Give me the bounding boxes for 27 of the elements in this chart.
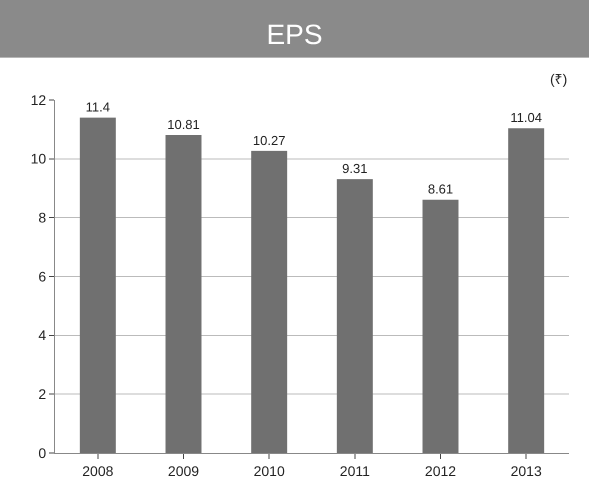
bar bbox=[508, 128, 544, 453]
bar bbox=[336, 179, 373, 453]
y-tick-label: 4 bbox=[38, 327, 46, 344]
x-tick-label: 2011 bbox=[340, 462, 370, 479]
bar bbox=[80, 118, 116, 453]
y-tick-label: 12 bbox=[30, 92, 46, 108]
y-tick-label: 8 bbox=[38, 210, 46, 226]
chart-title: EPS bbox=[266, 19, 323, 50]
bar bbox=[422, 200, 458, 453]
y-axis-title: (₹) bbox=[550, 71, 568, 87]
y-tick-label: 2 bbox=[38, 386, 46, 402]
x-tick-label: 2010 bbox=[254, 462, 285, 479]
x-tick-label: 2008 bbox=[82, 462, 114, 479]
data-label: 11.04 bbox=[510, 110, 542, 126]
y-tick-label: 10 bbox=[30, 150, 46, 167]
data-label: 10.27 bbox=[252, 132, 286, 148]
data-label: 9.31 bbox=[342, 161, 368, 176]
y-tick-label: 0 bbox=[38, 444, 46, 461]
data-label: 10.81 bbox=[167, 117, 200, 132]
y-tick-label: 6 bbox=[38, 268, 46, 284]
data-label: 11.4 bbox=[86, 100, 110, 115]
bar bbox=[251, 150, 288, 453]
x-tick-label: 2013 bbox=[510, 462, 542, 479]
data-label: 8.61 bbox=[428, 182, 454, 197]
bar bbox=[166, 135, 202, 453]
x-tick-label: 2009 bbox=[168, 462, 200, 479]
x-tick-label: 2012 bbox=[424, 462, 456, 479]
